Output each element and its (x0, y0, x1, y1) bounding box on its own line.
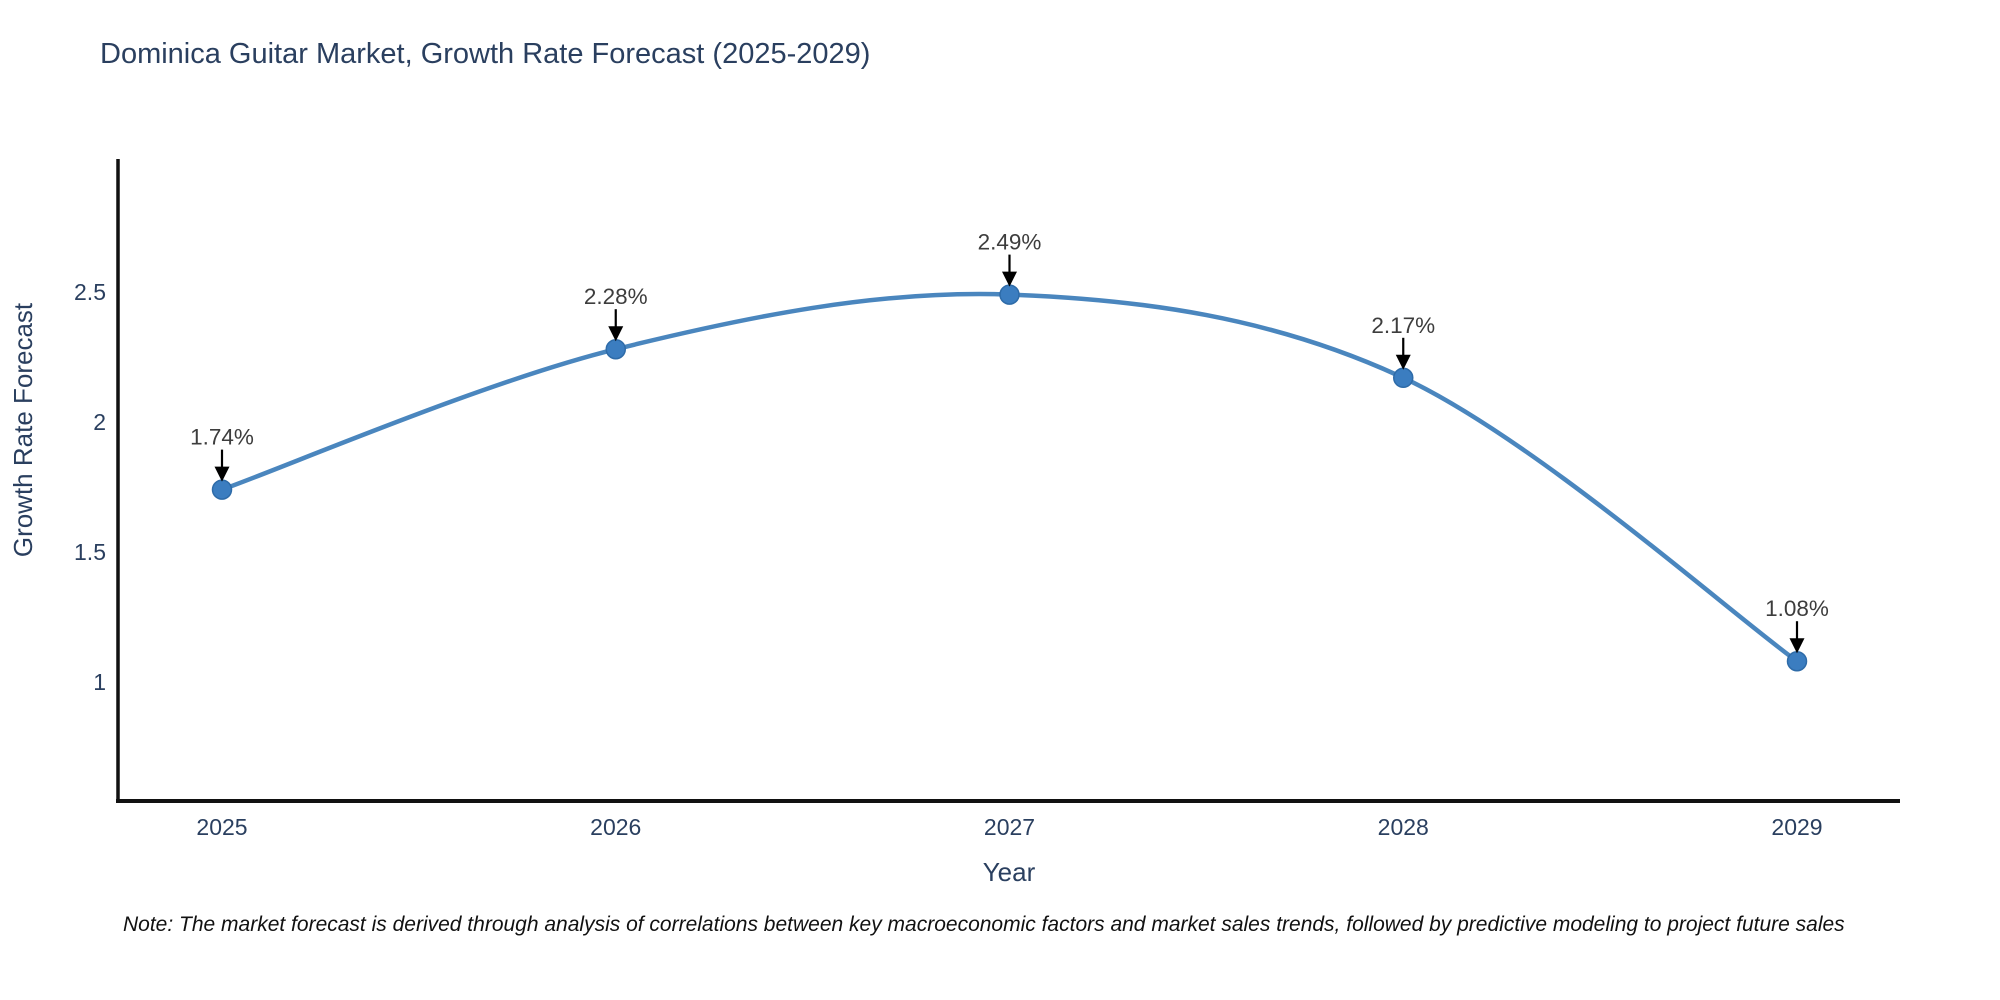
axes-layer: 2.5 2 1.5 1 2025 2026 2027 2028 2029 Growth Rate … (8, 159, 1900, 887)
data-point-marker (605, 338, 626, 360)
point-value-label: 2.17% (1371, 313, 1435, 338)
x-tick-label: 2026 (590, 814, 641, 840)
data-point-marker (1393, 367, 1414, 389)
y-tick-label: 1 (93, 669, 106, 695)
growth-rate-line (219, 291, 1800, 664)
data-point-marker (999, 284, 1020, 305)
point-value-label: 2.28% (584, 284, 648, 309)
y-tick-label: 2.5 (74, 279, 106, 305)
footnote: Note: The market forecast is derived thr… (123, 913, 1845, 936)
annotation-arrowhead-icon (1002, 271, 1017, 287)
annotation-arrowhead-icon (1395, 354, 1411, 370)
y-axis-title: Growth Rate Forecast (8, 302, 38, 557)
x-tick-label: 2025 (196, 814, 247, 840)
annotation-arrowhead-icon (1789, 638, 1805, 654)
y-tick-label: 2 (93, 409, 106, 435)
point-value-label: 1.08% (1765, 596, 1829, 621)
annotation-arrowhead-icon (608, 326, 624, 342)
x-tick-label: 2029 (1771, 814, 1822, 840)
x-tick-label: 2028 (1378, 814, 1429, 840)
series-layer (211, 284, 1808, 672)
point-value-label: 1.74% (190, 425, 254, 450)
y-tick-label: 1.5 (74, 539, 106, 565)
annotation-layer: 1.74% 2.28% 2.49% 2.17% 1.08% (190, 230, 1829, 654)
data-point-marker (211, 479, 233, 500)
x-tick-label: 2027 (984, 814, 1035, 840)
x-axis-title: Year (983, 857, 1036, 887)
data-point-marker (1786, 650, 1808, 672)
annotation-arrowhead-icon (214, 466, 230, 482)
point-value-label: 2.49% (978, 230, 1042, 255)
chart-title: Dominica Guitar Market, Growth Rate Fore… (100, 38, 871, 70)
